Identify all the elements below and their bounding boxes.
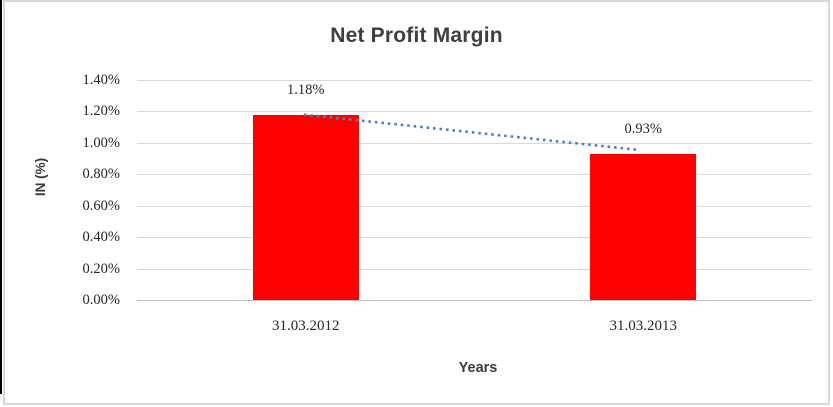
chart-title: Net Profit Margin (330, 24, 503, 47)
x-tick-label: 31.03.2012 (272, 318, 340, 334)
gridline (137, 80, 812, 81)
y-tick-label: 0.20% (82, 260, 120, 277)
y-tick-label: 1.40% (82, 72, 120, 88)
gridline (137, 205, 812, 207)
x-tick-label: 31.03.2013 (609, 318, 678, 334)
gridline (137, 174, 812, 176)
y-tick-label: 0.60% (82, 197, 120, 214)
y-tick-label: 0.00% (82, 292, 120, 308)
x-axis-line (137, 300, 812, 301)
gridline (137, 268, 812, 270)
chart-frame: Net Profit Margin IN (%) 1.40% 1.20% 1.00%… (3, 0, 830, 405)
left-border-edge (0, 0, 2, 394)
data-label: 1.18% (287, 81, 325, 98)
bar-31.03.2012 (252, 114, 359, 300)
gridline (137, 142, 812, 144)
y-tick-label: 1.20% (82, 103, 120, 120)
data-label: 0.93% (624, 120, 662, 137)
gridline (137, 237, 812, 239)
bar-31.03.2013 (590, 153, 697, 300)
y-tick-label: 0.80% (82, 166, 120, 183)
gridline (137, 111, 812, 113)
y-tick-label: 0.40% (82, 229, 120, 246)
x-axis-title: Years (458, 360, 498, 376)
y-tick-label: 1.00% (82, 134, 120, 151)
